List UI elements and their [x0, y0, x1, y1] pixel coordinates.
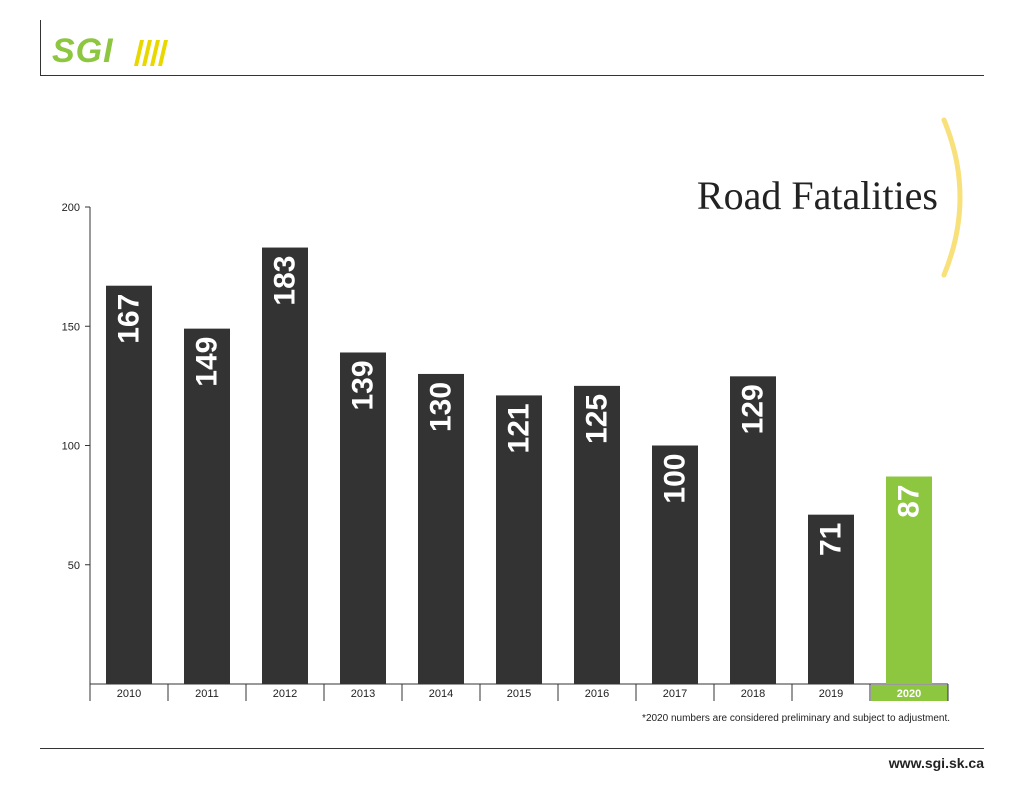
- bar-2018: [730, 376, 776, 684]
- header-rule: [40, 75, 984, 76]
- x-tick-label: 2020: [897, 688, 921, 700]
- x-tick-label: 2011: [195, 688, 219, 700]
- x-tick-label: 2019: [819, 688, 843, 700]
- chart-footnote: *2020 numbers are considered preliminary…: [642, 713, 950, 724]
- y-tick-label: 200: [62, 202, 80, 214]
- title-arc-decoration: [941, 117, 963, 278]
- bar-value-label: 130: [425, 382, 458, 432]
- x-tick-label: 2015: [507, 688, 531, 700]
- x-tick-label: 2017: [663, 688, 687, 700]
- bar-2016: [574, 385, 620, 684]
- highlight-category-box: [871, 685, 948, 701]
- y-tick-label: 50: [68, 560, 80, 572]
- chart-title: Road Fatalities: [696, 173, 938, 218]
- x-tick-label: 2010: [117, 688, 141, 700]
- logo-stripes-icon: [134, 40, 168, 66]
- bar-value-label: 139: [347, 360, 380, 410]
- bar-2012: [262, 247, 308, 685]
- y-tick-label: 150: [62, 321, 80, 333]
- bar-2017: [652, 445, 698, 684]
- y-tick-label: 100: [62, 441, 80, 453]
- bar-value-label: 183: [269, 256, 302, 306]
- bar-value-label: 71: [815, 523, 848, 556]
- header-logo-divider: [40, 20, 41, 76]
- x-tick-label: 2016: [585, 688, 609, 700]
- bar-value-label: 129: [737, 384, 770, 434]
- bar-value-label: 167: [113, 294, 146, 344]
- bar-2013: [340, 352, 386, 684]
- bar-2015: [496, 395, 542, 684]
- bar-value-label: 87: [893, 485, 926, 518]
- x-tick-label: 2014: [429, 688, 453, 700]
- brand-logo: SGI: [52, 32, 114, 70]
- bar-value-label: 125: [581, 394, 614, 444]
- bar-value-label: 149: [191, 337, 224, 387]
- bar-2020: [886, 476, 932, 684]
- footer-website-link[interactable]: www.sgi.sk.ca: [888, 755, 984, 771]
- bar-2019: [808, 514, 854, 684]
- bar-2010: [106, 285, 152, 684]
- bar-2014: [418, 373, 464, 684]
- bar-value-label: 100: [659, 454, 692, 504]
- x-tick-label: 2013: [351, 688, 375, 700]
- x-tick-label: 2012: [273, 688, 297, 700]
- bar-value-label: 121: [503, 403, 536, 453]
- bar-2011: [184, 328, 230, 684]
- x-tick-label: 2018: [741, 688, 765, 700]
- footer-rule: [40, 748, 984, 749]
